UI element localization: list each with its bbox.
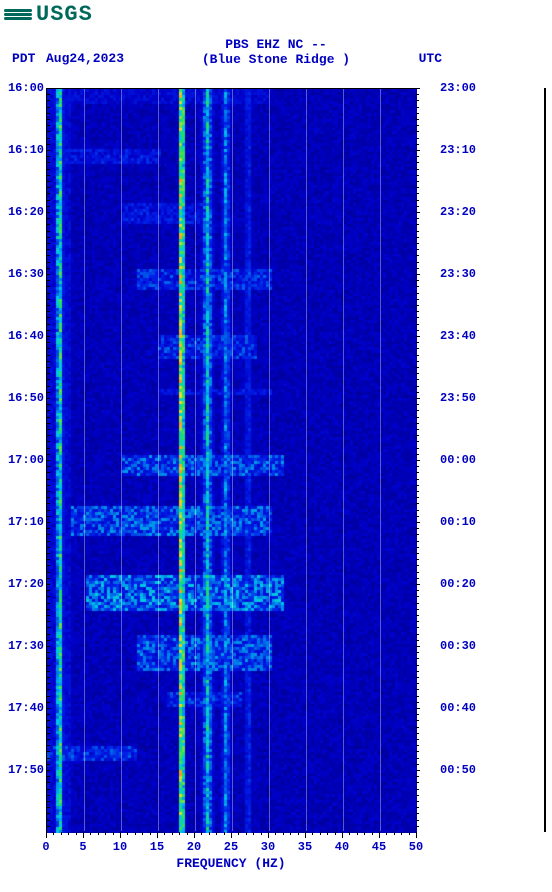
right-timezone-label: UTC bbox=[419, 51, 442, 66]
pdt-tick-label: 16:00 bbox=[8, 81, 44, 95]
colorbar bbox=[544, 88, 546, 832]
utc-axis: 23:0023:1023:2023:3023:4023:5000:0000:10… bbox=[416, 88, 496, 832]
logo-wave-icon bbox=[4, 9, 32, 20]
utc-tick-label: 23:10 bbox=[440, 143, 476, 157]
utc-tick-label: 00:50 bbox=[440, 763, 476, 777]
utc-tick-label: 23:00 bbox=[440, 81, 476, 95]
logo-text: USGS bbox=[36, 2, 93, 27]
frequency-tick-label: 30 bbox=[261, 840, 275, 854]
utc-tick-label: 00:30 bbox=[440, 639, 476, 653]
spectrogram-chart bbox=[46, 88, 416, 832]
pdt-tick-label: 17:50 bbox=[8, 763, 44, 777]
frequency-tick-label: 0 bbox=[42, 840, 49, 854]
left-timezone-label: PDT bbox=[12, 51, 35, 66]
utc-tick-label: 00:00 bbox=[440, 453, 476, 467]
utc-tick-label: 23:40 bbox=[440, 329, 476, 343]
title-line-1: PBS EHZ NC -- bbox=[0, 37, 552, 52]
pdt-axis: 16:0016:1016:2016:3016:4016:5017:0017:10… bbox=[0, 88, 46, 832]
pdt-tick-label: 16:50 bbox=[8, 391, 44, 405]
frequency-tick-label: 25 bbox=[224, 840, 238, 854]
pdt-tick-label: 16:20 bbox=[8, 205, 44, 219]
pdt-tick-label: 17:40 bbox=[8, 701, 44, 715]
pdt-tick-label: 17:30 bbox=[8, 639, 44, 653]
pdt-tick-label: 16:40 bbox=[8, 329, 44, 343]
frequency-tick-label: 10 bbox=[113, 840, 127, 854]
frequency-tick-label: 50 bbox=[409, 840, 423, 854]
frequency-tick-label: 15 bbox=[150, 840, 164, 854]
frequency-tick-label: 45 bbox=[372, 840, 386, 854]
frequency-axis: FREQUENCY (HZ) 05101520253035404550 bbox=[46, 832, 416, 876]
utc-tick-label: 00:20 bbox=[440, 577, 476, 591]
utc-tick-label: 23:30 bbox=[440, 267, 476, 281]
usgs-logo: USGS bbox=[0, 0, 552, 29]
utc-tick-label: 23:50 bbox=[440, 391, 476, 405]
pdt-tick-label: 17:10 bbox=[8, 515, 44, 529]
utc-tick-label: 00:10 bbox=[440, 515, 476, 529]
frequency-axis-label: FREQUENCY (HZ) bbox=[46, 856, 416, 871]
frequency-tick-label: 20 bbox=[187, 840, 201, 854]
utc-tick-label: 23:20 bbox=[440, 205, 476, 219]
pdt-tick-label: 16:30 bbox=[8, 267, 44, 281]
pdt-tick-label: 16:10 bbox=[8, 143, 44, 157]
frequency-tick-label: 40 bbox=[335, 840, 349, 854]
chart-header: PBS EHZ NC -- PDT Aug24,2023 (Blue Stone… bbox=[0, 37, 552, 73]
pdt-tick-label: 17:00 bbox=[8, 453, 44, 467]
frequency-tick-label: 35 bbox=[298, 840, 312, 854]
pdt-tick-label: 17:20 bbox=[8, 577, 44, 591]
date-label: Aug24,2023 bbox=[46, 51, 124, 66]
utc-tick-label: 00:40 bbox=[440, 701, 476, 715]
frequency-tick-label: 5 bbox=[79, 840, 86, 854]
